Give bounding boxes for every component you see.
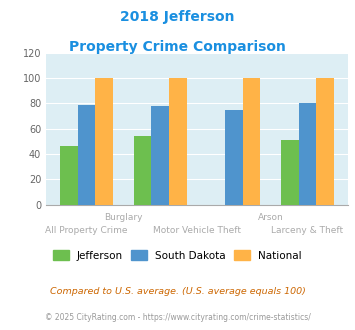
Bar [243, 78, 260, 205]
Text: Property Crime Comparison: Property Crime Comparison [69, 40, 286, 53]
Text: Arson: Arson [258, 213, 284, 222]
Bar [60, 147, 78, 205]
Bar [78, 105, 95, 205]
Text: 2018 Jefferson: 2018 Jefferson [120, 10, 235, 24]
Bar [281, 140, 299, 205]
Bar [225, 110, 243, 205]
Bar [134, 136, 151, 205]
Legend: Jefferson, South Dakota, National: Jefferson, South Dakota, National [49, 246, 306, 265]
Bar [95, 78, 113, 205]
Bar [151, 106, 169, 205]
Text: Larceny & Theft: Larceny & Theft [271, 226, 344, 235]
Bar [169, 78, 187, 205]
Bar [299, 103, 316, 205]
Text: © 2025 CityRating.com - https://www.cityrating.com/crime-statistics/: © 2025 CityRating.com - https://www.city… [45, 314, 310, 322]
Text: Motor Vehicle Theft: Motor Vehicle Theft [153, 226, 241, 235]
Text: Burglary: Burglary [104, 213, 143, 222]
Bar [316, 78, 334, 205]
Text: Compared to U.S. average. (U.S. average equals 100): Compared to U.S. average. (U.S. average … [50, 287, 305, 296]
Text: All Property Crime: All Property Crime [45, 226, 128, 235]
